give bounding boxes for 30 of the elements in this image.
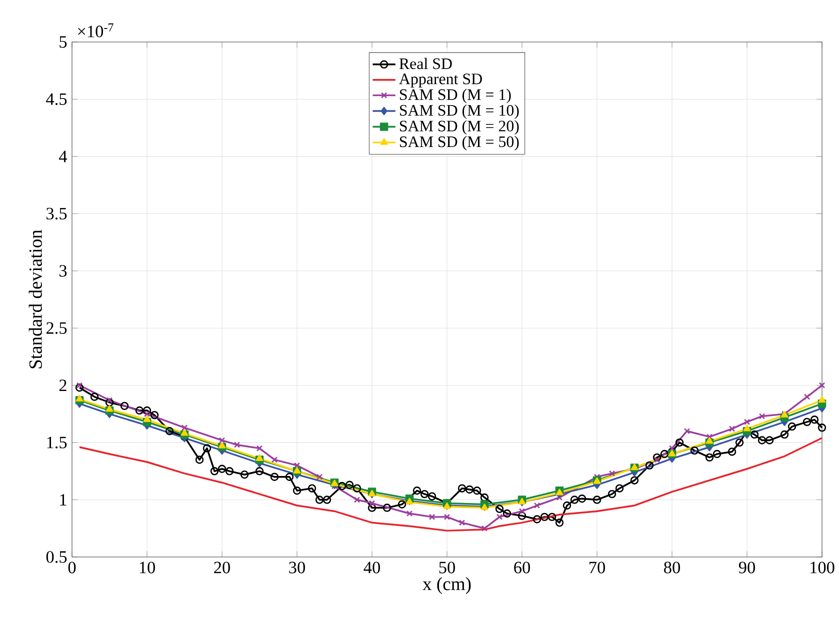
y-tick-label: 3.5	[46, 208, 67, 220]
x-axis-title: x (cm)	[422, 577, 471, 594]
y-tick-label: 5	[60, 36, 67, 48]
legend-label: SAM SD (M = 10)	[400, 104, 519, 119]
y-tick-label: 3	[60, 265, 67, 277]
text: ×10$^{-7}$	[78, 23, 114, 38]
y-tick-label: 2	[59, 380, 66, 392]
x-tick-label: 90	[738, 562, 755, 574]
x-tick-label: 30	[289, 562, 305, 574]
x-tick-label: 80	[664, 562, 680, 574]
legend-label: Apparent SD	[399, 74, 482, 88]
legend-label: SAM SD (M = 50)	[400, 136, 519, 150]
y-tick-label: 2.5	[46, 322, 67, 334]
legend-label: Real SD	[399, 58, 452, 70]
y-tick-label: 0.5	[46, 551, 67, 563]
y-tick-label: 1.5	[47, 436, 67, 448]
y-tick-label: 1	[60, 494, 66, 506]
x-tick-label: 40	[364, 562, 380, 574]
y-axis-title: Standard deviation	[28, 230, 42, 368]
x-tick-label: 0	[68, 562, 76, 574]
x-tick-label: 70	[590, 562, 605, 574]
x-tick-label: 50	[439, 562, 455, 574]
x-tick-label: 10	[140, 562, 155, 574]
x-tick-label: 60	[514, 562, 530, 574]
x-tick-label: 20	[214, 562, 230, 574]
legend-label: SAM SD (M = 1)	[400, 88, 511, 104]
x-tick-label: 100	[810, 562, 834, 574]
legend-label: SAM SD (M = 20)	[400, 120, 519, 135]
y-tick-label: 4	[59, 150, 68, 162]
y-tick-label: 4.5	[46, 93, 67, 106]
